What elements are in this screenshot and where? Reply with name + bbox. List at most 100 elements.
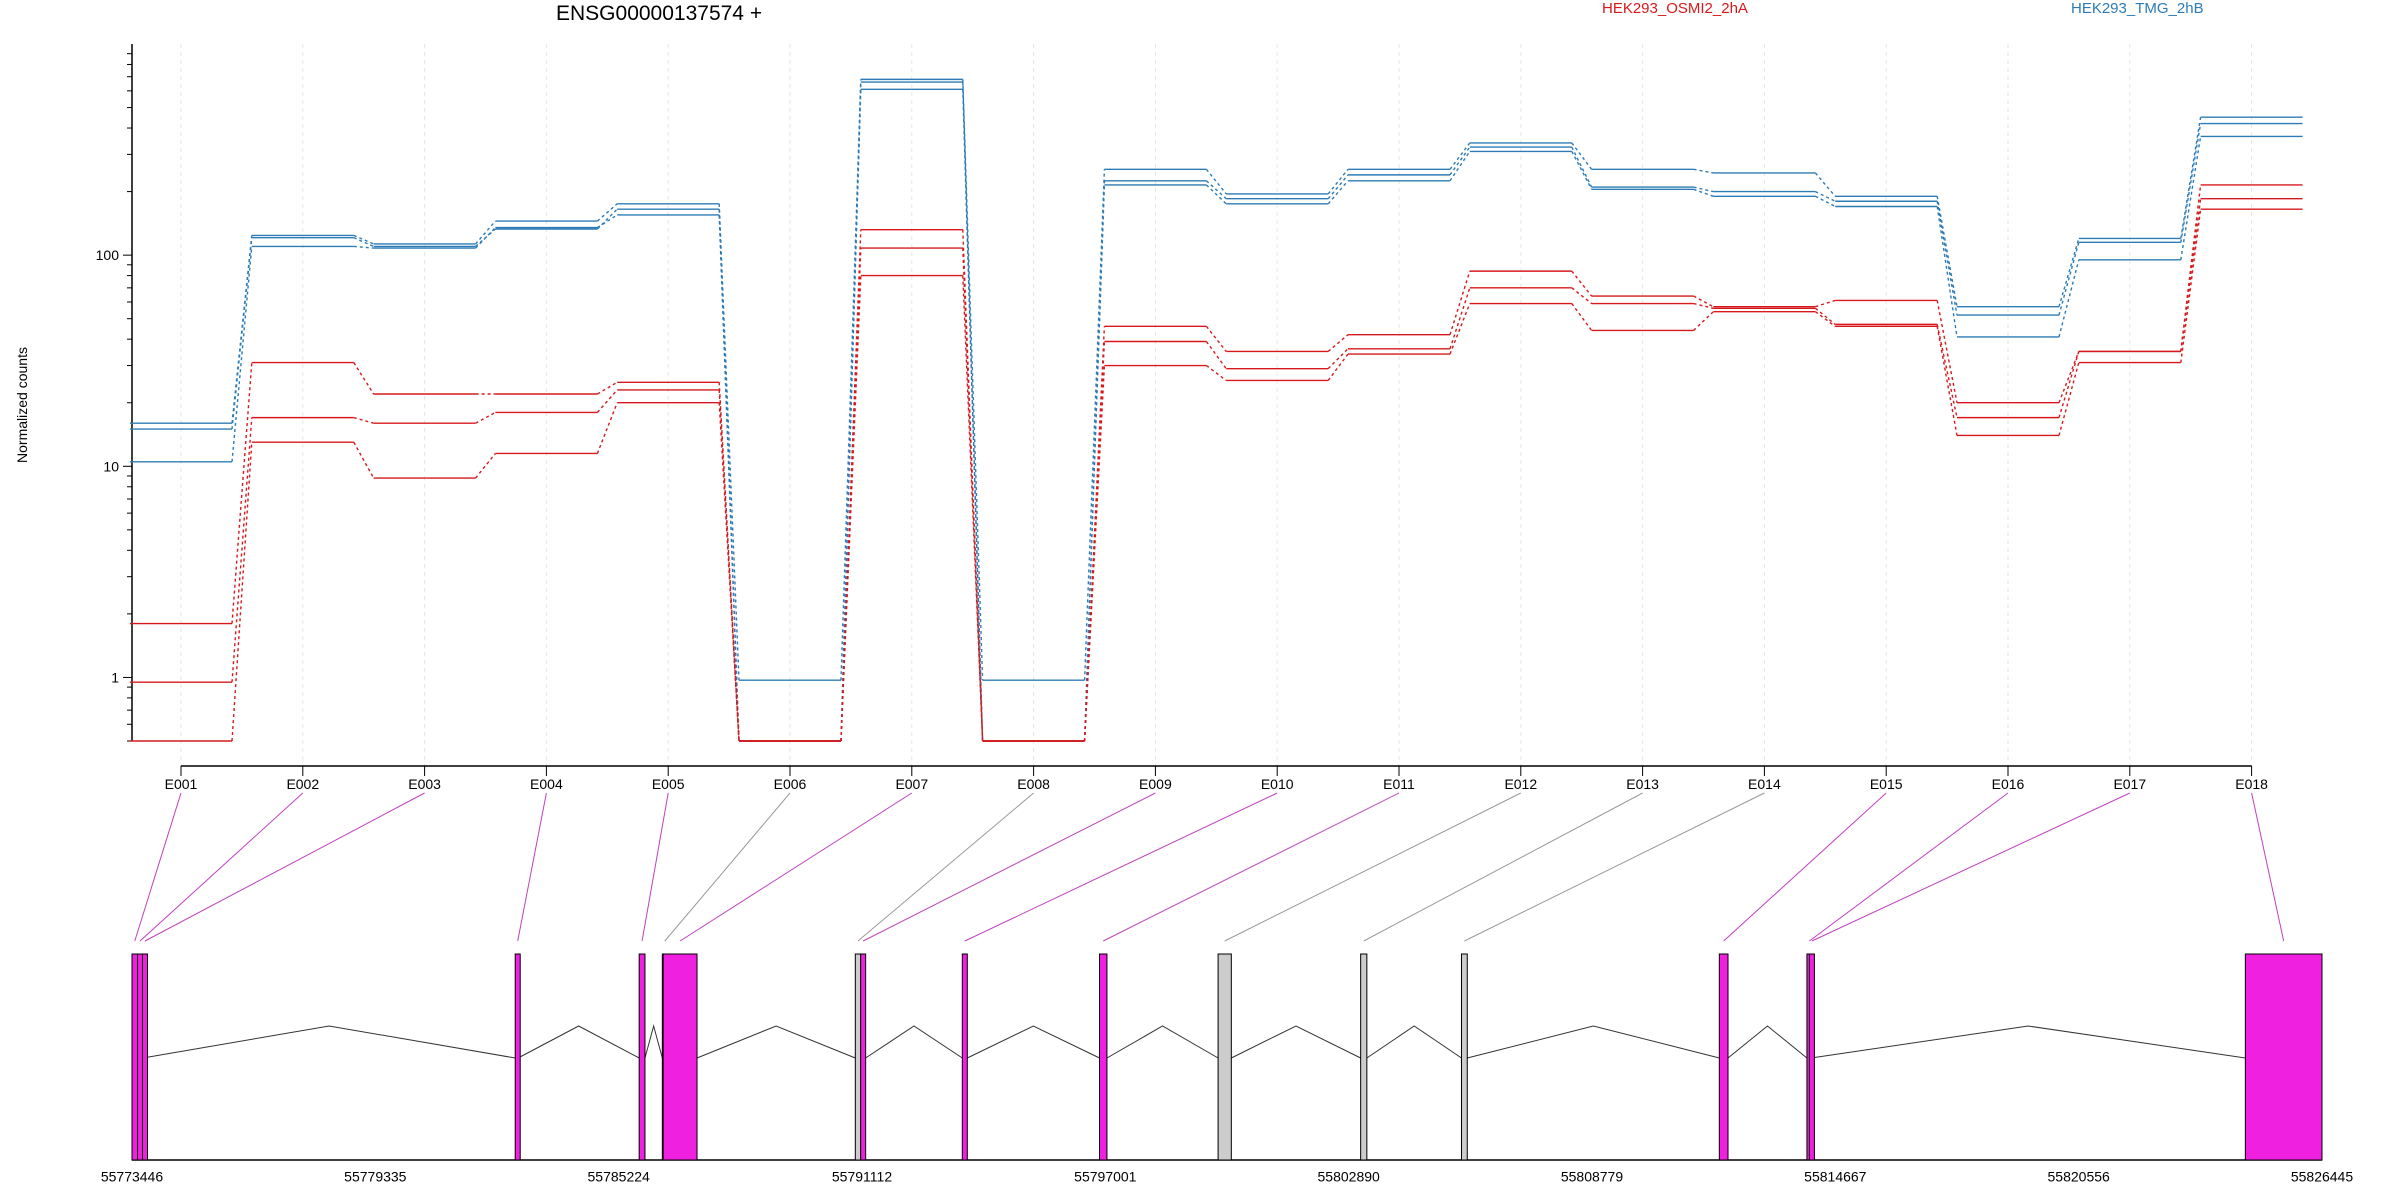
exon-connector xyxy=(1464,792,1765,942)
intron-line xyxy=(696,1025,856,1059)
exon-connector xyxy=(2251,792,2285,942)
x-tick-label: E013 xyxy=(1626,776,1659,792)
x-tick-label: E017 xyxy=(2113,776,2146,792)
exon-block xyxy=(638,953,646,1161)
series-transition xyxy=(353,416,374,424)
exon-block xyxy=(860,953,867,1161)
coordinate-label: 55814667 xyxy=(1804,1168,1867,1184)
exon-block xyxy=(961,953,968,1161)
series-transition xyxy=(231,442,253,742)
intron-line xyxy=(142,1025,516,1059)
exon-block xyxy=(662,953,698,1161)
series-transition xyxy=(475,453,496,479)
x-tick-label: E016 xyxy=(1992,776,2025,792)
exon-block xyxy=(854,953,862,1161)
series-transition xyxy=(1205,168,1227,195)
series-transition xyxy=(1571,303,1593,331)
series-transition xyxy=(1693,188,1714,197)
x-tick-label: E018 xyxy=(2235,776,2268,792)
series-transition xyxy=(840,275,862,742)
exon-connector xyxy=(857,792,1034,942)
x-tick-label: E001 xyxy=(165,776,198,792)
legend-entry-osmi2: HEK293_OSMI2_2hA xyxy=(1602,0,1748,17)
series-transition xyxy=(1083,184,1106,742)
exon-connectors xyxy=(134,792,2285,942)
series-lines xyxy=(130,78,2303,742)
series-transition xyxy=(962,79,984,681)
series-transition xyxy=(1327,180,1349,205)
x-tick-label: E015 xyxy=(1870,776,1903,792)
intron-line xyxy=(1810,1025,2246,1059)
series-transition xyxy=(1571,142,1593,170)
gene-model: 55773446 55779335 55785224 55791112 55797001… xyxy=(101,953,2353,1184)
series-transition xyxy=(718,402,740,742)
exon-block xyxy=(1718,953,1729,1161)
series-transition xyxy=(1205,341,1227,370)
series-transition xyxy=(1571,270,1593,297)
series-transition xyxy=(2180,184,2202,352)
series-transition xyxy=(1327,348,1349,370)
gridlines xyxy=(180,44,2253,766)
series-transition xyxy=(1814,172,1836,197)
series-transition xyxy=(1449,287,1471,350)
intron-line xyxy=(1727,1025,1808,1059)
series-transition xyxy=(1693,295,1714,308)
series-transition xyxy=(1693,311,1714,331)
exon-block xyxy=(141,953,148,1161)
x-tick-label: E008 xyxy=(1017,776,1050,792)
intron-line xyxy=(1106,1025,1219,1059)
series-transition xyxy=(475,220,496,245)
series-transition xyxy=(2180,117,2202,239)
x-tick-label: E002 xyxy=(286,776,319,792)
exon-connector xyxy=(1363,792,1643,942)
exon-block xyxy=(131,953,139,1161)
series-transition xyxy=(231,237,253,430)
exon-block xyxy=(2244,953,2323,1161)
series-transition xyxy=(962,248,984,742)
series-transition xyxy=(353,245,374,249)
intron-line xyxy=(644,1024,663,1059)
exon-connector xyxy=(664,792,791,942)
exon-block xyxy=(1460,953,1468,1161)
series-transition xyxy=(2180,123,2202,243)
series-transition xyxy=(718,214,740,742)
series-transition xyxy=(1327,174,1349,200)
series-transition xyxy=(1936,201,1958,316)
series-transition xyxy=(1571,287,1593,305)
series-transition xyxy=(1936,196,1958,307)
series-transition xyxy=(597,214,618,229)
y-tick-label: 10 xyxy=(103,458,119,474)
axes: 1 10 100 E001 E002 E003 E004 E005 E006 E007 E008 E0… xyxy=(96,44,2268,792)
series-transition xyxy=(1205,184,1227,205)
series-transition xyxy=(353,441,375,479)
x-tick-label: E005 xyxy=(652,776,685,792)
exon-connector xyxy=(517,792,547,942)
coordinate-label: 55802890 xyxy=(1318,1168,1381,1184)
y-tick-label: 100 xyxy=(96,247,120,263)
coordinate-label: 55773446 xyxy=(101,1168,164,1184)
series-transition xyxy=(475,411,496,424)
series-transition xyxy=(1449,303,1471,355)
exon-block xyxy=(137,953,144,1161)
x-tick-label: E009 xyxy=(1139,776,1172,792)
coordinate-label: 55808779 xyxy=(1561,1168,1624,1184)
series-transition xyxy=(596,402,618,454)
series-transition xyxy=(596,389,618,413)
x-tick-label: E012 xyxy=(1504,776,1537,792)
series-transition xyxy=(475,227,496,249)
exon-block xyxy=(514,953,521,1161)
x-tick-label: E014 xyxy=(1748,776,1781,792)
series-transition xyxy=(1083,365,1106,742)
legend-entry-tmg: HEK293_TMG_2hB xyxy=(2071,0,2204,17)
exon-connector xyxy=(679,792,913,942)
series-transition xyxy=(1815,190,1836,202)
series-transition xyxy=(1449,151,1471,182)
series-transition xyxy=(1693,186,1714,193)
series-transition xyxy=(1449,146,1471,176)
series-transition xyxy=(1083,169,1106,681)
series-transition xyxy=(597,381,618,395)
series-transition xyxy=(1449,270,1471,335)
series-transition xyxy=(2180,198,2202,352)
